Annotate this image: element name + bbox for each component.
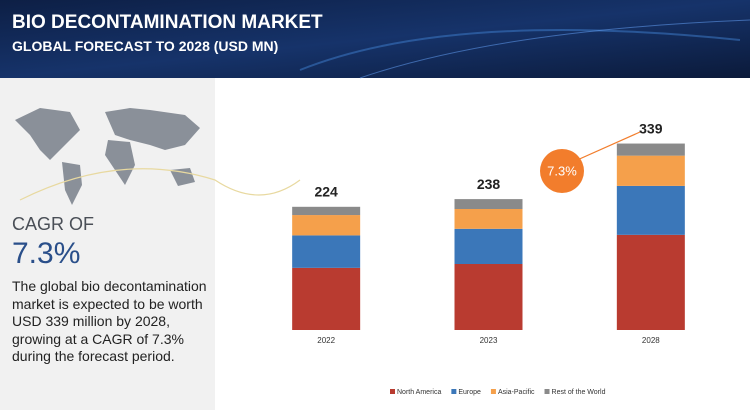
bar-segment: [454, 209, 523, 229]
legend-swatch: [490, 389, 496, 394]
header-decoration: [299, 29, 741, 71]
bar-segment: [454, 228, 523, 264]
subtitle: GLOBAL FORECAST TO 2028 (USD MN): [12, 38, 279, 54]
cagr-label: CAGR OF: [12, 214, 94, 234]
bar-segment: [292, 215, 361, 236]
bar-segment: [616, 185, 685, 235]
legend-label: Europe: [458, 389, 481, 396]
bar-segment: [616, 234, 685, 330]
legend-swatch: [544, 389, 550, 394]
world-map: [15, 108, 200, 205]
growth-badge-circle: [540, 149, 584, 193]
total-label: 339: [639, 120, 663, 136]
title: BIO DECONTAMINATION MARKET: [12, 12, 323, 33]
x-tick-label: 2028: [642, 336, 660, 345]
decorative-curve: [19, 168, 301, 201]
total-label: 238: [477, 176, 501, 192]
bar-segment: [292, 235, 361, 268]
header-background: [0, 0, 750, 78]
bar-segment: [616, 155, 685, 186]
legend-label: North America: [397, 389, 441, 396]
legend-label: Asia-Pacific: [498, 389, 535, 396]
legend-label: Rest of the World: [552, 389, 606, 396]
bar-segment: [454, 199, 523, 209]
legend-swatch: [390, 389, 395, 394]
description: The global bio decontamination market is…: [12, 278, 207, 364]
bar-segment: [616, 143, 685, 156]
bar-segment: [292, 206, 361, 216]
bar-segment: [454, 264, 523, 330]
total-label: 224: [314, 184, 338, 200]
cagr-value: 7.3%: [12, 237, 80, 270]
legend-swatch: [451, 389, 457, 394]
growth-badge: 7.3%: [547, 163, 577, 178]
x-tick-label: 2023: [480, 336, 498, 345]
header-decoration: [359, 19, 750, 79]
x-tick-label: 2022: [317, 336, 335, 345]
bar-segment: [292, 267, 361, 330]
